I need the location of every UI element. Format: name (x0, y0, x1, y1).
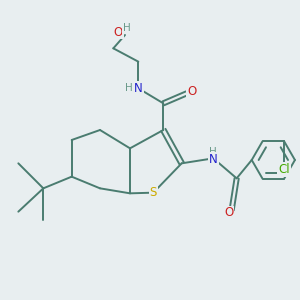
Text: H: H (209, 147, 217, 157)
Text: S: S (150, 186, 157, 199)
Text: N: N (134, 82, 143, 95)
Text: H: H (125, 83, 133, 93)
Text: Cl: Cl (278, 163, 290, 176)
Text: N: N (209, 153, 218, 166)
Text: O: O (114, 26, 123, 38)
Text: O: O (224, 206, 233, 220)
Text: H: H (123, 23, 130, 33)
Text: O: O (188, 85, 197, 98)
